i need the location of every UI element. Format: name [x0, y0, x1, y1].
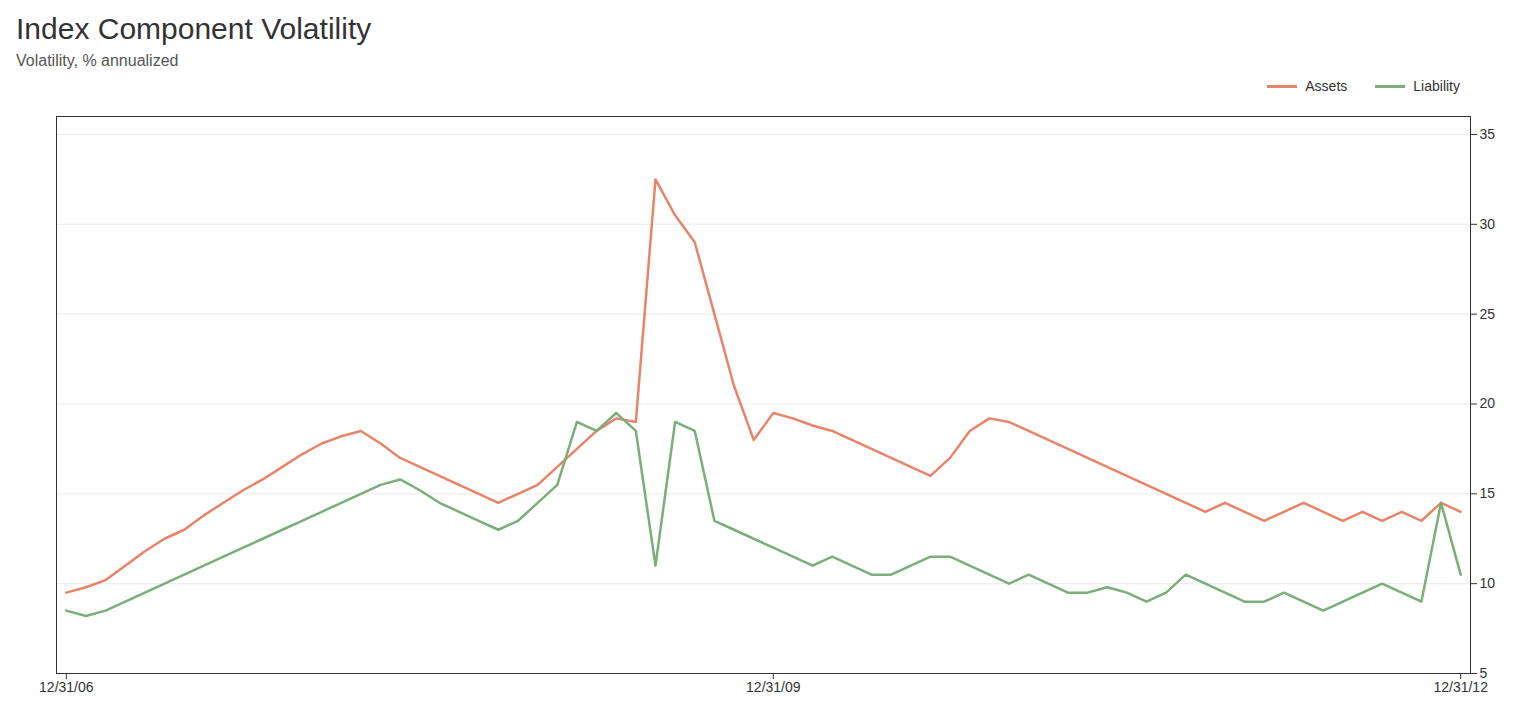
svg-text:12/31/12: 12/31/12 [1433, 679, 1488, 695]
svg-text:5: 5 [1479, 665, 1488, 681]
html-text:Assets: Assets [1305, 78, 1348, 94]
svg-text:35: 35 [1480, 126, 1496, 142]
svg-text:12/31/09: 12/31/09 [746, 679, 801, 695]
svg-text:15: 15 [1480, 485, 1496, 501]
svg-text:10: 10 [1480, 575, 1496, 591]
html-text:Liability: Liability [1413, 78, 1460, 94]
svg-text:12/31/06: 12/31/06 [39, 679, 94, 695]
svg-text:25: 25 [1480, 306, 1496, 322]
svg-text:20: 20 [1480, 395, 1496, 411]
html-text:Index Component Volatility: Index Component Volatility [16, 12, 372, 45]
svg-text:30: 30 [1480, 216, 1496, 232]
html-text:Volatility, % annualized: Volatility, % annualized [16, 52, 179, 69]
